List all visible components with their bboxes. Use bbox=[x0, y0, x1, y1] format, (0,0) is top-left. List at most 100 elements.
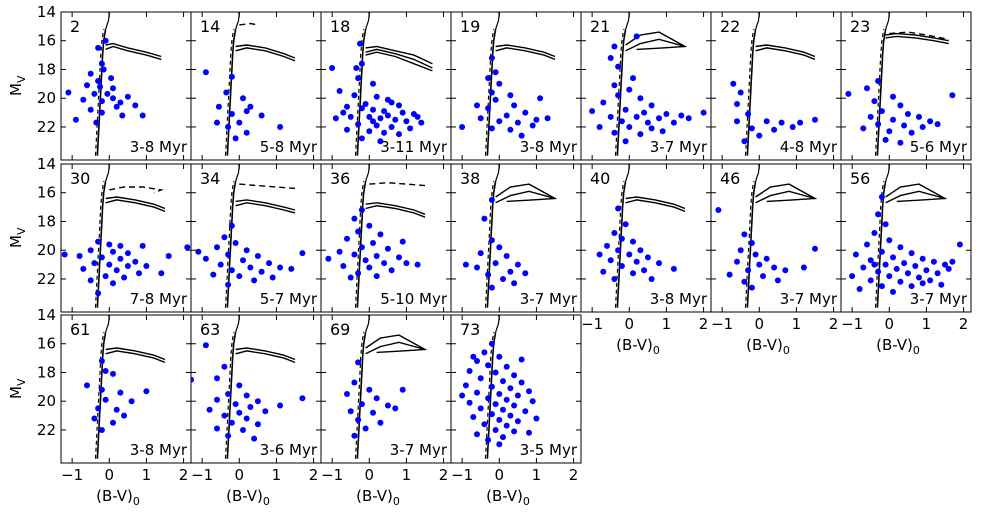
panel-plot-area bbox=[715, 164, 818, 308]
star-point bbox=[641, 267, 648, 274]
star-point bbox=[381, 260, 388, 267]
star-point bbox=[232, 401, 239, 408]
star-point bbox=[544, 115, 551, 122]
star-point bbox=[607, 257, 614, 264]
star-point bbox=[871, 98, 878, 105]
star-point bbox=[615, 205, 622, 212]
star-point bbox=[110, 280, 116, 287]
star-point bbox=[392, 116, 399, 123]
panel-frame bbox=[190, 163, 322, 313]
panel-age-label: 7-8 Myr bbox=[130, 290, 188, 308]
star-point bbox=[377, 419, 384, 426]
star-point bbox=[897, 278, 904, 285]
y-tick-label: 16 bbox=[37, 184, 56, 202]
star-point bbox=[485, 75, 492, 82]
star-point bbox=[741, 278, 748, 285]
isochrone-main-sequence-dashed bbox=[484, 29, 495, 156]
star-point bbox=[496, 441, 503, 448]
isochrone-main-sequence bbox=[96, 29, 107, 156]
star-point bbox=[377, 231, 384, 238]
star-point bbox=[949, 92, 956, 99]
star-point bbox=[91, 90, 98, 97]
star-point bbox=[890, 93, 896, 100]
star-point bbox=[533, 415, 540, 422]
star-point bbox=[240, 257, 246, 264]
star-point bbox=[254, 398, 261, 405]
panel-id-label: 46 bbox=[720, 169, 740, 188]
star-point bbox=[763, 255, 770, 262]
star-point bbox=[812, 245, 818, 252]
star-point bbox=[98, 98, 105, 105]
star-point bbox=[355, 75, 362, 82]
star-point bbox=[87, 70, 94, 77]
star-point bbox=[470, 414, 477, 420]
star-point bbox=[897, 102, 904, 109]
isochrone-giant-branch bbox=[105, 347, 166, 361]
star-point bbox=[867, 277, 874, 284]
star-point bbox=[485, 362, 492, 369]
star-point bbox=[488, 125, 495, 132]
star-point bbox=[225, 432, 232, 439]
panel-plot-area bbox=[195, 164, 306, 308]
x-tick-label: 0 bbox=[365, 466, 375, 484]
panel-id-label: 61 bbox=[70, 320, 90, 339]
star-point bbox=[514, 119, 521, 126]
star-point bbox=[507, 268, 514, 275]
star-point bbox=[789, 124, 796, 130]
isochrone-main-sequence-dashed bbox=[484, 332, 495, 459]
star-point bbox=[845, 90, 852, 97]
star-point bbox=[849, 273, 856, 280]
isochrone-main-sequence bbox=[746, 29, 757, 156]
panel-id-label: 63 bbox=[200, 320, 220, 339]
star-point bbox=[488, 196, 495, 203]
x-tick-label: 0 bbox=[755, 315, 765, 333]
star-point bbox=[474, 102, 480, 109]
isochrone-giant-branch bbox=[365, 341, 426, 355]
star-point bbox=[507, 385, 514, 392]
star-point bbox=[358, 105, 365, 112]
x-tick-label: 1 bbox=[142, 466, 152, 484]
star-point bbox=[225, 281, 232, 288]
star-point bbox=[95, 290, 102, 297]
star-point bbox=[347, 408, 354, 415]
panel-73: 73 3-5 Myr −1 0 1 2 (B-V)0 bbox=[450, 314, 582, 508]
y-tick-label: 16 bbox=[37, 335, 56, 353]
x-tick-label: −1 bbox=[711, 315, 733, 333]
star-point bbox=[600, 268, 607, 275]
star-point bbox=[867, 257, 874, 264]
star-point bbox=[507, 126, 514, 133]
star-point bbox=[232, 240, 239, 246]
star-point bbox=[875, 211, 882, 218]
star-point bbox=[228, 73, 235, 80]
star-point bbox=[119, 112, 126, 119]
star-point bbox=[225, 251, 232, 258]
x-tick-label: 2 bbox=[309, 466, 319, 484]
star-point bbox=[522, 109, 529, 116]
panel-id-label: 21 bbox=[590, 17, 610, 36]
star-point bbox=[355, 228, 362, 235]
star-point bbox=[370, 118, 376, 125]
star-point bbox=[366, 222, 373, 229]
star-point bbox=[485, 271, 492, 278]
isochrone-giant-branch bbox=[365, 45, 433, 65]
star-point bbox=[61, 251, 68, 258]
panel-age-label: 5-6 Myr bbox=[910, 138, 968, 156]
star-point bbox=[370, 240, 376, 246]
star-point bbox=[84, 82, 90, 89]
star-point bbox=[774, 277, 781, 284]
star-point bbox=[626, 124, 633, 130]
star-point bbox=[511, 372, 518, 379]
star-point bbox=[778, 119, 785, 126]
panel-id-label: 40 bbox=[590, 169, 610, 188]
panel-frame bbox=[450, 163, 582, 313]
star-point bbox=[240, 95, 246, 102]
y-tick-label: 14 bbox=[37, 3, 56, 21]
star-point bbox=[663, 111, 670, 117]
star-point bbox=[670, 265, 677, 272]
star-point bbox=[124, 93, 131, 100]
star-point bbox=[726, 271, 733, 278]
star-point bbox=[611, 43, 618, 50]
star-point bbox=[98, 254, 105, 261]
star-point bbox=[102, 396, 109, 403]
star-point bbox=[466, 368, 473, 374]
